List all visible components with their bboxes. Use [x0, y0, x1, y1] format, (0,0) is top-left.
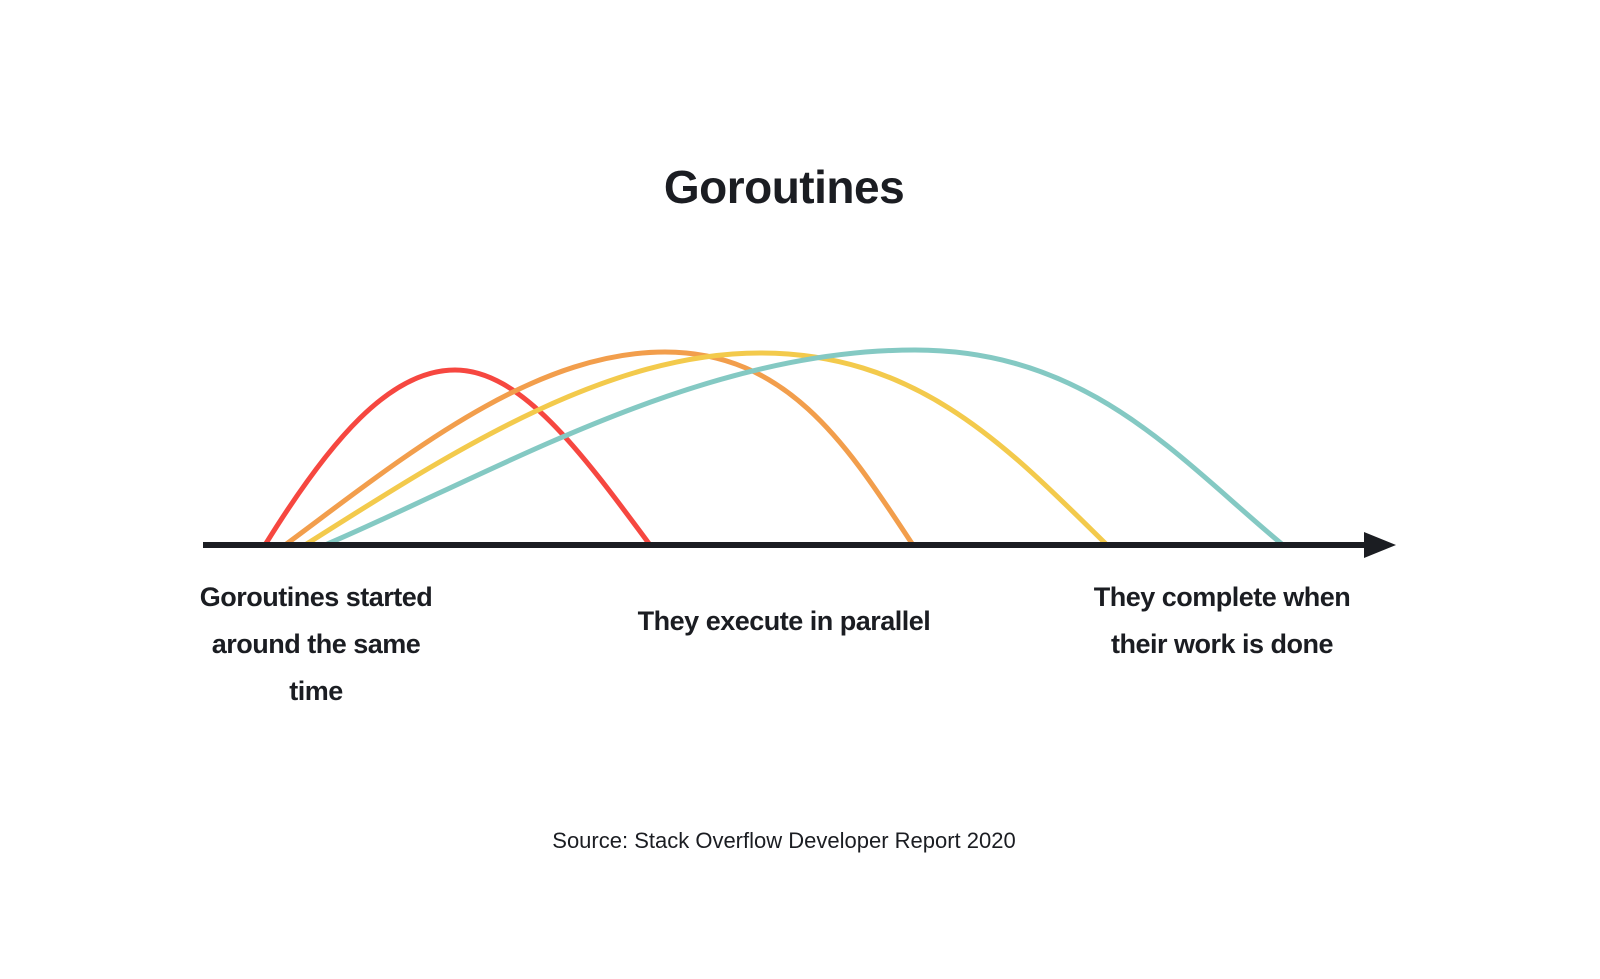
goroutine-arc-1	[262, 367, 653, 547]
axis-arrow-icon	[1364, 532, 1396, 558]
diagram-title: Goroutines	[663, 161, 905, 213]
goroutine-arc-4	[324, 347, 1285, 548]
goroutine-arc-3	[303, 350, 1109, 548]
source-caption: Source: Stack Overflow Developer Report …	[552, 828, 1016, 853]
goroutine-arc-2	[283, 349, 916, 548]
start-label: Goroutines started around the same time	[199, 582, 433, 706]
parallel-label: They execute in parallel	[637, 606, 931, 636]
complete-label: They complete when their work is done	[1093, 582, 1351, 659]
